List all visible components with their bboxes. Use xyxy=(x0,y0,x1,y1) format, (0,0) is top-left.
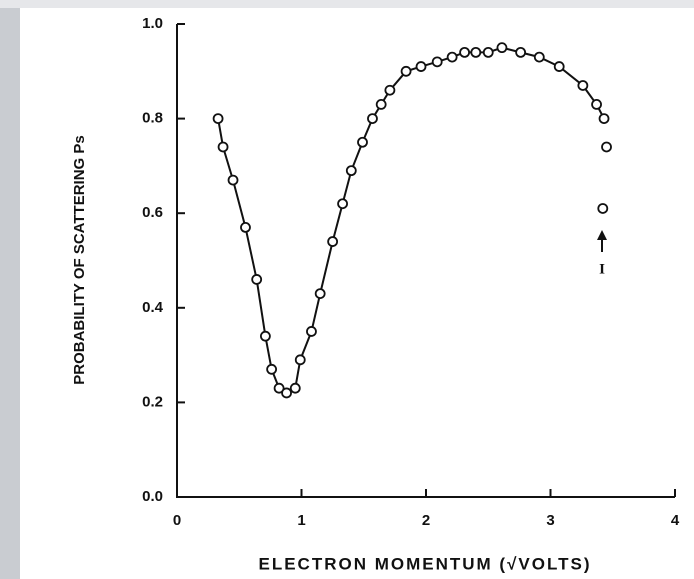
y-tick-label: 0.6 xyxy=(142,204,163,221)
line xyxy=(217,46,605,395)
x-tick-label: 3 xyxy=(546,512,554,529)
x-tick-label: 0 xyxy=(173,512,181,529)
y-tick-label: 0.0 xyxy=(142,488,163,505)
marker xyxy=(327,236,339,247)
marker xyxy=(470,46,482,58)
marker xyxy=(601,141,612,153)
y-axis-label: PROBABILITY OF SCATTERING Ps xyxy=(71,135,88,384)
marker xyxy=(212,113,224,124)
x-tick-label: 2 xyxy=(422,512,430,529)
marker xyxy=(251,274,263,285)
annotation: I xyxy=(599,261,605,277)
marker xyxy=(515,46,527,58)
marker xyxy=(431,56,443,68)
marker xyxy=(240,221,251,233)
x-tick-label: 4 xyxy=(671,512,680,529)
x-tick-label: 1 xyxy=(297,512,305,529)
marker xyxy=(314,288,326,300)
marker xyxy=(367,113,378,124)
marker xyxy=(384,84,396,96)
marker xyxy=(217,141,229,153)
y-tick-label: 0.4 xyxy=(142,299,164,316)
marker xyxy=(400,65,412,77)
marker xyxy=(259,330,271,342)
marker xyxy=(273,382,285,394)
marker xyxy=(446,51,458,63)
marker xyxy=(553,61,565,72)
marker xyxy=(337,198,348,210)
marker xyxy=(357,136,368,148)
left-strip xyxy=(0,0,20,579)
marker xyxy=(482,46,494,58)
marker xyxy=(597,203,609,214)
marker xyxy=(577,80,589,91)
marker xyxy=(533,51,545,63)
marker xyxy=(415,61,427,72)
marker xyxy=(591,99,602,110)
marker xyxy=(306,326,317,337)
marker xyxy=(281,387,292,399)
y-tick-label: 0.8 xyxy=(142,110,163,127)
marker xyxy=(598,113,610,124)
marker xyxy=(294,354,306,366)
marker xyxy=(459,46,470,58)
x-axis-label: ELECTRON MOMENTUM (√VOLTS) xyxy=(259,554,592,573)
marker xyxy=(496,42,508,54)
marker xyxy=(266,363,278,375)
y-tick-label: 0.2 xyxy=(142,393,163,410)
top-strip xyxy=(0,0,694,8)
arrow-head xyxy=(597,230,607,240)
marker xyxy=(227,174,239,186)
marker xyxy=(289,382,301,394)
y-tick-label: 1.0 xyxy=(142,15,163,32)
marker xyxy=(375,99,387,110)
marker xyxy=(345,165,357,177)
